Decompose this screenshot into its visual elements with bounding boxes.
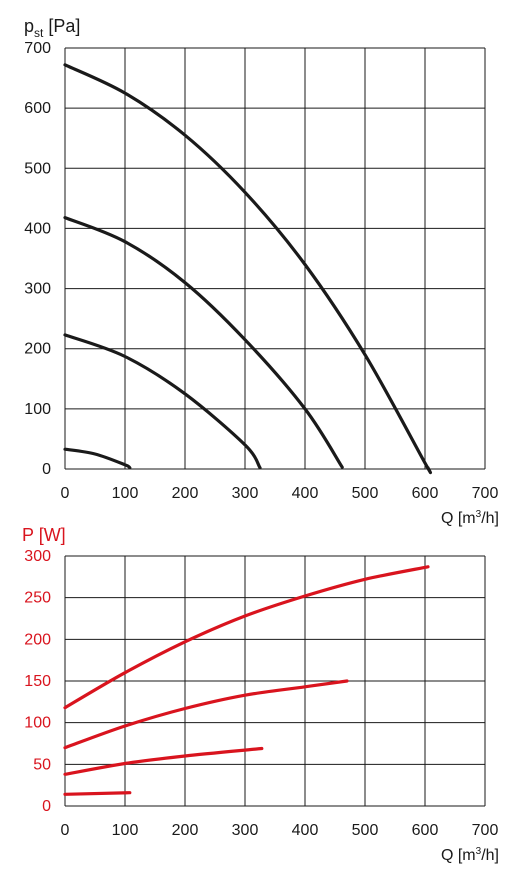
power-curve-4 bbox=[63, 791, 132, 796]
power-curve-2 bbox=[63, 679, 349, 750]
pressure-curve-1 bbox=[63, 63, 433, 475]
pressure-y-tick-label: 0 bbox=[42, 461, 51, 478]
pressure-series bbox=[63, 63, 433, 475]
pressure-y-tick-label: 300 bbox=[24, 281, 51, 298]
pressure-x-tick-label: 0 bbox=[61, 485, 70, 502]
power-y-axis-label: P [W] bbox=[22, 525, 66, 545]
pressure-x-tick-label: 700 bbox=[472, 485, 499, 502]
power-x-axis-label: Q [m3/h] bbox=[441, 846, 499, 864]
power-y-tick-label: 200 bbox=[24, 631, 51, 648]
power-x-tick-label: 400 bbox=[292, 822, 319, 839]
power-series bbox=[63, 565, 430, 796]
power-y-tick-label: 0 bbox=[42, 798, 51, 815]
power-curve-1 bbox=[63, 565, 430, 710]
power-x-tick-label: 600 bbox=[412, 822, 439, 839]
power-x-ticks: 0 100 200 300 400 500 600 700 bbox=[61, 822, 499, 839]
power-y-tick-label: 250 bbox=[24, 590, 51, 607]
pressure-y-tick-label: 200 bbox=[24, 341, 51, 358]
power-y-tick-label: 300 bbox=[24, 548, 51, 565]
power-chart: P [W] 0 50 100 150 200 250 300 0 100 200 300 400 50… bbox=[22, 525, 499, 864]
pressure-x-tick-label: 400 bbox=[292, 485, 319, 502]
pressure-curve-2 bbox=[63, 216, 344, 469]
pressure-y-tick-label: 600 bbox=[24, 100, 51, 117]
pressure-x-tick-label: 300 bbox=[232, 485, 259, 502]
pressure-x-tick-label: 600 bbox=[412, 485, 439, 502]
pressure-y-tick-label: 100 bbox=[24, 401, 51, 418]
power-x-tick-label: 300 bbox=[232, 822, 259, 839]
power-grid bbox=[64, 555, 486, 807]
power-y-ticks: 0 50 100 150 200 250 300 bbox=[24, 548, 51, 815]
pressure-grid bbox=[64, 47, 486, 470]
pressure-x-ticks: 0 100 200 300 400 500 600 700 bbox=[61, 485, 499, 502]
power-x-tick-label: 200 bbox=[172, 822, 199, 839]
pressure-y-axis-label: pst [Pa] bbox=[24, 16, 80, 40]
power-x-tick-label: 700 bbox=[472, 822, 499, 839]
pressure-chart: pst [Pa] 0 100 200 300 400 500 600 700 0 100 200 3… bbox=[24, 16, 499, 527]
pressure-y-tick-label: 500 bbox=[24, 160, 51, 177]
power-x-tick-label: 100 bbox=[112, 822, 139, 839]
pressure-curve-4 bbox=[63, 447, 132, 470]
pressure-x-tick-label: 200 bbox=[172, 485, 199, 502]
pressure-curve-3 bbox=[63, 333, 262, 470]
pressure-y-tick-label: 400 bbox=[24, 220, 51, 237]
pressure-x-tick-label: 500 bbox=[352, 485, 379, 502]
power-curve-3 bbox=[63, 746, 264, 776]
power-y-tick-label: 150 bbox=[24, 673, 51, 690]
pressure-y-ticks: 0 100 200 300 400 500 600 700 bbox=[24, 40, 51, 478]
pressure-x-axis-label: Q [m3/h] bbox=[441, 509, 499, 527]
power-y-tick-label: 50 bbox=[33, 756, 51, 773]
power-x-tick-label: 500 bbox=[352, 822, 379, 839]
pressure-x-tick-label: 100 bbox=[112, 485, 139, 502]
power-y-tick-label: 100 bbox=[24, 715, 51, 732]
power-x-tick-label: 0 bbox=[61, 822, 70, 839]
pressure-y-tick-label: 700 bbox=[24, 40, 51, 57]
